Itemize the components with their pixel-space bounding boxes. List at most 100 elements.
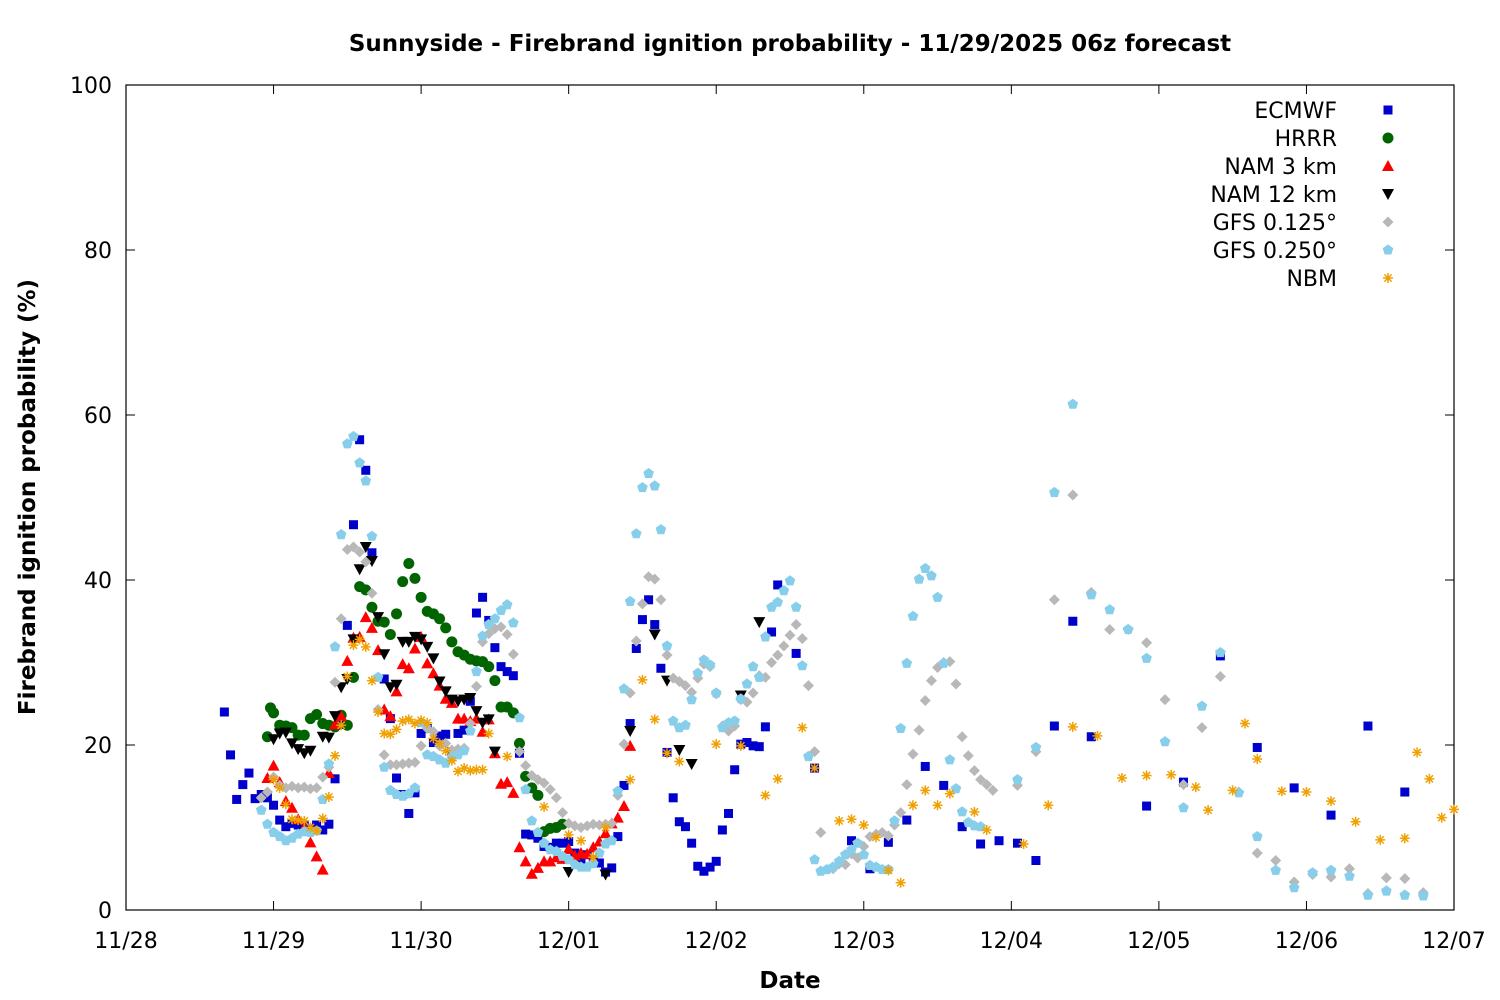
data-point: [975, 821, 986, 832]
data-point: [662, 748, 673, 759]
data-point: [1049, 721, 1059, 731]
data-point: [858, 849, 870, 860]
data-point: [538, 837, 550, 848]
data-point: [895, 807, 907, 819]
plot-frame: [125, 84, 1455, 911]
data-point: [685, 758, 698, 770]
data-point: [705, 862, 715, 872]
data-point: [379, 674, 389, 684]
legend-marker: [1382, 160, 1394, 171]
data-point: [440, 622, 452, 634]
data-point: [902, 815, 912, 825]
data-point: [939, 780, 949, 790]
data-point: [378, 616, 390, 628]
data-point: [408, 642, 421, 654]
data-point: [650, 620, 660, 630]
x-tick-label: 11/29: [242, 929, 305, 954]
data-point: [404, 808, 414, 818]
legend-label: GFS 0.125°: [1213, 211, 1337, 236]
data-point: [741, 678, 753, 689]
data-point: [644, 595, 654, 605]
data-point: [575, 835, 586, 846]
series-3: [267, 542, 766, 881]
data-point: [390, 679, 403, 691]
data-point: [576, 855, 586, 865]
data-point: [711, 856, 721, 866]
data-point: [624, 739, 637, 751]
data-point: [268, 707, 280, 719]
data-point: [360, 475, 372, 486]
data-point: [348, 430, 359, 441]
data-point: [348, 520, 358, 530]
data-point: [427, 653, 440, 665]
series-5: [255, 398, 1429, 901]
data-point: [791, 648, 801, 658]
data-point: [416, 715, 427, 726]
data-point: [495, 621, 507, 633]
x-tick-label: 11/28: [94, 929, 157, 954]
data-point: [1214, 671, 1226, 683]
data-point: [981, 779, 993, 791]
data-point: [415, 634, 428, 646]
data-point: [354, 546, 366, 558]
data-point: [606, 817, 618, 829]
data-point: [446, 636, 458, 648]
data-point: [1424, 773, 1435, 784]
data-point: [1068, 616, 1078, 626]
legend-label: NAM 12 km: [1210, 183, 1337, 208]
data-point: [384, 628, 396, 640]
x-tick-label: 12/06: [1275, 929, 1338, 954]
data-point: [600, 822, 611, 833]
data-point: [1251, 831, 1263, 842]
data-point: [724, 808, 734, 818]
data-point: [667, 715, 679, 726]
data-point: [544, 784, 556, 796]
legend-marker: [1383, 105, 1393, 115]
data-point: [280, 799, 291, 810]
data-point: [292, 744, 305, 756]
data-point: [704, 659, 716, 670]
data-point: [502, 751, 513, 762]
data-point: [754, 742, 764, 752]
data-point: [981, 824, 992, 835]
data-point: [335, 529, 347, 540]
data-point: [1049, 486, 1060, 498]
data-point: [772, 596, 783, 607]
data-point: [802, 680, 814, 692]
data-point: [551, 838, 561, 848]
data-point: [631, 643, 641, 653]
data-point: [790, 601, 802, 612]
data-point: [581, 847, 594, 859]
data-point: [895, 877, 906, 888]
data-point: [373, 707, 384, 717]
data-point: [1196, 722, 1208, 734]
data-point: [649, 480, 661, 491]
data-point: [1086, 732, 1096, 742]
data-point: [385, 729, 396, 740]
data-point: [1270, 855, 1282, 866]
data-point: [637, 482, 648, 493]
data-point: [354, 457, 365, 468]
data-point: [329, 676, 341, 688]
data-point: [1048, 594, 1060, 606]
data-point: [686, 694, 697, 705]
data-point: [1399, 833, 1410, 844]
data-point: [316, 863, 329, 875]
series-0: [219, 435, 1410, 877]
data-point: [1141, 770, 1152, 781]
data-point: [594, 847, 605, 858]
data-point: [1043, 800, 1054, 811]
data-point: [1117, 773, 1127, 783]
data-point: [926, 570, 937, 581]
data-point: [286, 738, 298, 750]
data-point: [871, 832, 882, 843]
data-point: [773, 580, 783, 590]
data-point: [478, 592, 488, 602]
data-point: [1122, 623, 1134, 634]
data-point: [520, 783, 531, 795]
data-point: [526, 815, 538, 826]
data-point: [483, 728, 494, 739]
data-point: [1092, 730, 1103, 741]
data-point: [219, 707, 229, 717]
data-point: [482, 714, 495, 726]
